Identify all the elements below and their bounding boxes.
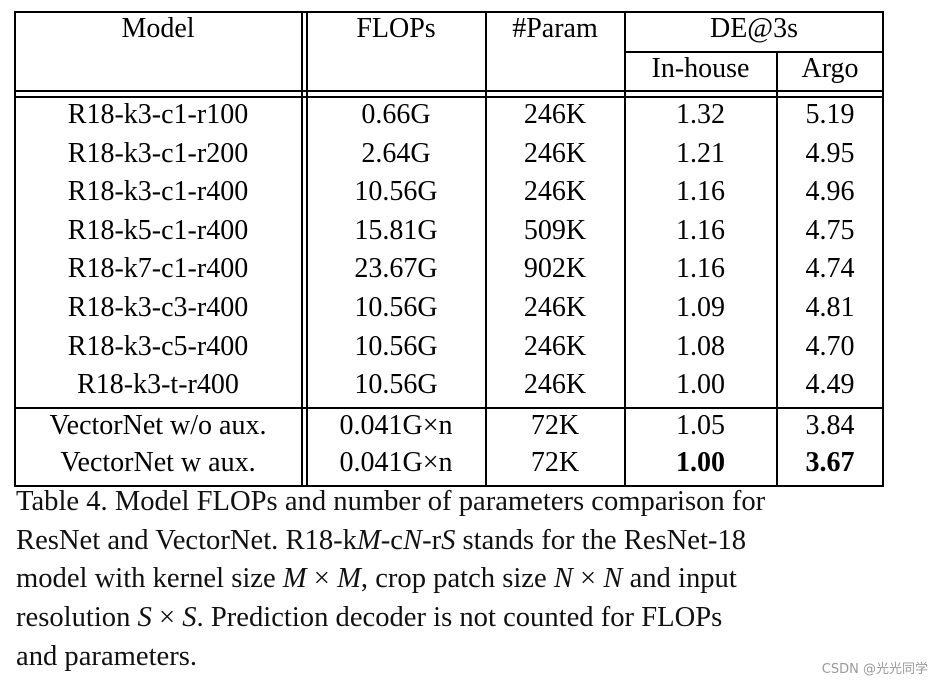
table-cell-params: 509K	[523, 214, 587, 246]
table-cell-model: R18-k3-c3-r400	[67, 292, 249, 323]
table-cell-flops: 10.56G	[354, 176, 438, 208]
caption-text: model with kernel size	[16, 563, 283, 595]
caption-text: , crop patch size	[360, 563, 554, 595]
vrule-model-1	[301, 11, 303, 486]
table-cell-model: R18-k5-c1-r400	[67, 214, 249, 246]
table-cell-inhouse: 1.16	[676, 214, 725, 246]
caption-text: -c	[380, 524, 403, 556]
table-cell-model: R18-k3-c5-r400	[67, 330, 249, 362]
rule-header-bottom-2	[14, 96, 884, 98]
table-cell-params: 72K	[530, 410, 580, 441]
vrule-model-2	[306, 11, 308, 486]
caption-text: resolution	[16, 602, 138, 634]
table-cell-argo: 4.95	[805, 137, 855, 169]
table-cell-flops: 15.81G	[354, 214, 438, 246]
table-cell-params: 246K	[523, 292, 587, 323]
table-cell-model: R18-k7-c1-r400	[67, 253, 249, 285]
caption-math: S	[441, 524, 456, 556]
vrule-inhouse	[776, 51, 778, 486]
table-cell-flops: 10.56G	[354, 369, 438, 401]
table-cell-inhouse: 1.05	[676, 410, 725, 441]
table-cell-params: 246K	[523, 330, 587, 362]
table-cell-inhouse: 1.08	[676, 330, 725, 362]
table-cell-argo: 5.19	[805, 99, 855, 130]
rule-subheader	[624, 51, 884, 53]
caption-line-2: ResNet and VectorNet. R18-kM-cN-rS stand…	[16, 522, 876, 561]
table-cell-params: 902K	[523, 253, 587, 285]
table-cell-argo: 4.75	[805, 214, 855, 246]
table-cell-inhouse: 1.16	[676, 176, 725, 208]
table-cell-inhouse: 1.21	[676, 137, 725, 169]
caption-math: ×	[151, 602, 183, 634]
table-cell-inhouse: 1.16	[676, 253, 725, 285]
header-flops: FLOPs	[356, 13, 436, 44]
table-cell-flops: 23.67G	[354, 253, 438, 285]
table-cell-argo: 4.70	[805, 330, 855, 362]
caption-line-3: model with kernel size M × M, crop patch…	[16, 560, 876, 599]
caption-math: N	[402, 524, 423, 556]
caption-math: S	[182, 602, 197, 634]
table-caption: Table 4. Model FLOPs and number of param…	[16, 483, 876, 677]
caption-text: . Prediction decoder is not counted for …	[196, 602, 723, 634]
caption-math: M	[282, 563, 307, 595]
table-cell-argo: 3.67	[805, 447, 855, 478]
table-cell-inhouse: 1.32	[676, 99, 725, 130]
rule-group-sep	[14, 407, 884, 409]
caption-line-4: resolution S × S. Prediction decoder is …	[16, 599, 876, 638]
table-cell-params: 246K	[523, 99, 587, 130]
caption-text: ResNet and VectorNet. R18-k	[16, 524, 357, 556]
caption-text: stands for the ResNet-18	[455, 524, 747, 556]
table-cell-argo: 4.49	[805, 369, 855, 401]
caption-text: and input	[622, 563, 737, 595]
table-cell-argo: 4.81	[805, 292, 855, 323]
caption-math: M	[356, 524, 381, 556]
vrule-right	[882, 11, 884, 486]
table-cell-model: VectorNet w aux.	[60, 447, 256, 478]
rule-bottom	[14, 485, 884, 487]
table-cell-flops: 0.041G×n	[339, 447, 453, 478]
table-cell-model: R18-k3-c1-r100	[67, 99, 249, 130]
caption-text: -r	[422, 524, 442, 556]
table-cell-inhouse: 1.09	[676, 292, 725, 323]
caption-math: M	[337, 563, 361, 595]
table-cell-model: R18-k3-c1-r200	[67, 137, 249, 169]
caption-math: ×	[572, 563, 604, 595]
table-cell-flops: 0.66G	[361, 99, 431, 130]
caption-line-1: Table 4. Model FLOPs and number of param…	[16, 486, 766, 517]
caption-math: S	[137, 602, 152, 634]
table-cell-params: 246K	[523, 369, 587, 401]
caption-math: ×	[306, 563, 338, 595]
table-cell-inhouse: 1.00	[676, 369, 725, 401]
table-cell-model: R18-k3-t-r400	[77, 369, 239, 401]
table-cell-params: 246K	[523, 137, 587, 169]
rule-top	[14, 11, 884, 13]
header-argo: Argo	[801, 53, 859, 84]
table-cell-model: R18-k3-c1-r400	[67, 176, 249, 208]
header-params: #Param	[512, 13, 598, 44]
header-de3s: DE@3s	[709, 13, 798, 44]
vrule-param	[624, 11, 626, 486]
caption-line-5: and parameters.	[16, 640, 198, 672]
caption-math: N	[553, 563, 573, 595]
table-cell-flops: 10.56G	[354, 292, 438, 323]
caption-math: N	[603, 563, 623, 595]
header-model: Model	[121, 13, 195, 44]
table-cell-params: 246K	[523, 176, 587, 208]
table-cell-flops: 2.64G	[361, 137, 431, 169]
table-cell-params: 72K	[530, 447, 580, 478]
vrule-flops	[485, 11, 487, 486]
vrule-left	[14, 11, 16, 486]
table-cell-argo: 4.96	[805, 176, 855, 208]
table-cell-argo: 4.74	[805, 253, 855, 285]
table-cell-inhouse: 1.00	[676, 447, 725, 478]
table-cell-flops: 10.56G	[354, 330, 438, 362]
table-cell-argo: 3.84	[805, 410, 855, 441]
rule-header-bottom-1	[14, 90, 884, 92]
table-cell-flops: 0.041G×n	[339, 410, 453, 441]
watermark: CSDN @光光同学	[821, 662, 928, 677]
header-inhouse: In-house	[651, 53, 750, 84]
table-cell-model: VectorNet w/o aux.	[49, 410, 267, 441]
